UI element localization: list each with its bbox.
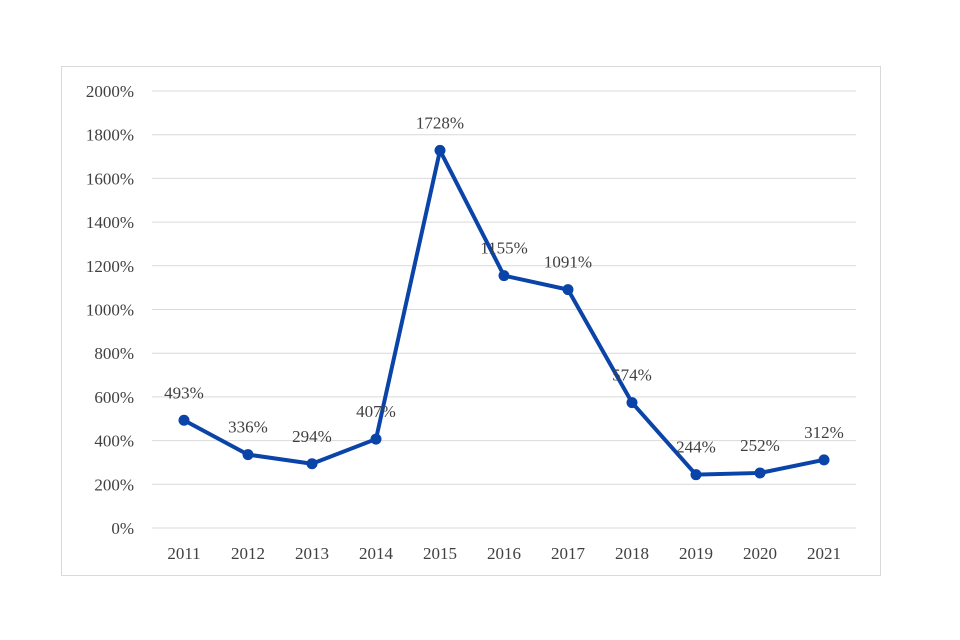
- y-axis-tick-labels: 0% 200% 400% 600% 800% 1000% 1200% 1400% 1600% 18…: [86, 82, 134, 538]
- data-point: [754, 467, 766, 479]
- x-tick-label: 2014: [359, 544, 394, 563]
- x-tick-label: 2013: [295, 544, 329, 563]
- data-point: [370, 433, 382, 445]
- data-point: [498, 270, 510, 282]
- y-tick-label: 1600%: [86, 169, 134, 188]
- y-tick-label: 1800%: [86, 126, 134, 145]
- data-label: 1155%: [480, 239, 528, 258]
- data-point: [242, 449, 254, 461]
- x-tick-label: 2020: [743, 544, 777, 563]
- y-tick-label: 1000%: [86, 301, 134, 320]
- gridlines: [152, 90, 856, 529]
- data-label: 294%: [292, 427, 332, 446]
- series-points: [178, 144, 830, 481]
- x-tick-label: 2021: [807, 544, 841, 563]
- chart-frame: [61, 66, 881, 576]
- data-labels: 493% 336% 294% 407% 1728% 1155% 1091% 574% 244% 2…: [164, 113, 844, 456]
- data-point: [562, 284, 574, 296]
- data-point: [690, 469, 702, 481]
- data-point: [306, 458, 318, 470]
- y-tick-label: 200%: [94, 475, 134, 494]
- y-tick-label: 2000%: [86, 82, 134, 101]
- x-axis-tick-labels: 2011 2012 2013 2014 2015 2016 2017 2018 2019 2020…: [167, 544, 841, 563]
- x-tick-label: 2012: [231, 544, 265, 563]
- series-line: [182, 148, 826, 477]
- data-label: 244%: [676, 438, 716, 457]
- x-tick-label: 2015: [423, 544, 457, 563]
- data-label: 252%: [740, 436, 780, 455]
- x-tick-label: 2018: [615, 544, 649, 563]
- y-tick-label: 800%: [94, 344, 134, 363]
- x-tick-label: 2017: [551, 544, 586, 563]
- data-label: 493%: [164, 383, 204, 402]
- y-tick-label: 600%: [94, 388, 134, 407]
- data-point: [434, 144, 446, 156]
- data-label: 312%: [804, 423, 844, 442]
- y-tick-label: 1200%: [86, 257, 134, 276]
- data-label: 407%: [356, 402, 396, 421]
- y-tick-label: 400%: [94, 432, 134, 451]
- x-tick-label: 2011: [167, 544, 200, 563]
- x-tick-label: 2019: [679, 544, 713, 563]
- data-point: [178, 414, 190, 426]
- y-tick-label: 1400%: [86, 213, 134, 232]
- y-tick-label: 0%: [111, 519, 134, 538]
- data-label: 1091%: [544, 253, 592, 272]
- x-tick-label: 2016: [487, 544, 521, 563]
- series-line-path: [182, 148, 826, 477]
- data-point: [626, 397, 638, 409]
- data-point: [818, 454, 830, 466]
- data-label: 1728%: [416, 113, 464, 132]
- data-label: 574%: [612, 366, 652, 385]
- data-label: 336%: [228, 418, 268, 437]
